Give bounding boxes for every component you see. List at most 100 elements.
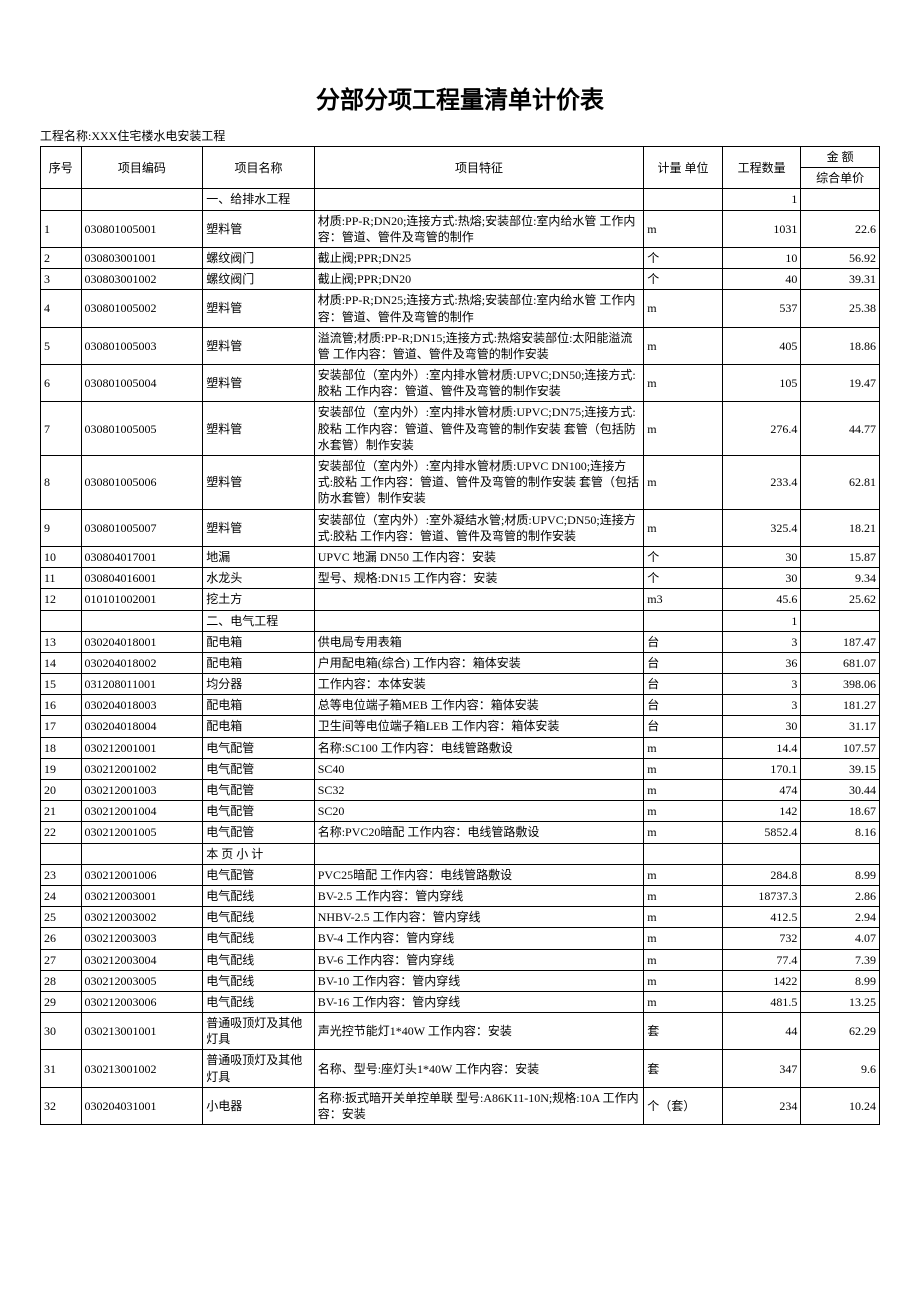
cell-code: 030801005002 xyxy=(81,290,203,327)
table-row: 1030801005001塑料管材质:PP-R;DN20;连接方式:热熔;安装部… xyxy=(41,210,880,247)
cell-unit: 个 xyxy=(644,568,723,589)
cell-seq: 10 xyxy=(41,546,82,567)
cell-seq: 18 xyxy=(41,737,82,758)
cell-qty: 233.4 xyxy=(722,456,801,510)
cell-code: 030212001004 xyxy=(81,801,203,822)
cell-price: 22.6 xyxy=(801,210,880,247)
cell-seq: 7 xyxy=(41,402,82,456)
cell-qty: 1422 xyxy=(722,970,801,991)
cell-feature: 名称:扳式暗开关单控单联 型号:A86K11-10N;规格:10A 工作内容：安… xyxy=(314,1087,644,1124)
cell-name: 电气配线 xyxy=(203,991,315,1012)
cell-unit: m xyxy=(644,801,723,822)
cell-name: 电气配管 xyxy=(203,737,315,758)
table-row: 31030213001002普通吸顶灯及其他灯具名称、型号:座灯头1*40W 工… xyxy=(41,1050,880,1087)
cell-price: 18.67 xyxy=(801,801,880,822)
cell-seq: 29 xyxy=(41,991,82,1012)
cell-name: 塑料管 xyxy=(203,290,315,327)
cell-unit: m xyxy=(644,864,723,885)
cell-price: 10.24 xyxy=(801,1087,880,1124)
cell-name: 电气配管 xyxy=(203,758,315,779)
table-row: 17030204018004配电箱卫生间等电位端子箱LEB 工作内容：箱体安装台… xyxy=(41,716,880,737)
cell-code: 030212003005 xyxy=(81,970,203,991)
cell-code: 030801005005 xyxy=(81,402,203,456)
cell-code: 030804016001 xyxy=(81,568,203,589)
cell-unit: 台 xyxy=(644,674,723,695)
cell-feature: 总等电位端子箱MEB 工作内容：箱体安装 xyxy=(314,695,644,716)
cell-seq: 4 xyxy=(41,290,82,327)
cell-feature: 安装部位（室内外）:室内排水管材质:UPVC;DN75;连接方式:胶粘 工作内容… xyxy=(314,402,644,456)
table-row: 27030212003004电气配线BV-6 工作内容：管内穿线m77.47.3… xyxy=(41,949,880,970)
cell-unit: m xyxy=(644,949,723,970)
section-row: 一、给排水工程 1 xyxy=(41,189,880,210)
cell-name: 塑料管 xyxy=(203,456,315,510)
cell-price: 62.81 xyxy=(801,456,880,510)
cell-seq: 31 xyxy=(41,1050,82,1087)
cell-unit: 个 xyxy=(644,269,723,290)
table-row: 11030804016001水龙头型号、规格:DN15 工作内容：安装个309.… xyxy=(41,568,880,589)
cell-unit: 个 xyxy=(644,546,723,567)
cell-seq: 6 xyxy=(41,365,82,402)
cell-unit: m xyxy=(644,290,723,327)
cell-qty: 77.4 xyxy=(722,949,801,970)
cell-unit: m xyxy=(644,970,723,991)
section-qty: 1 xyxy=(722,189,801,210)
section-label: 本 页 小 计 xyxy=(203,843,315,864)
cell-price: 4.07 xyxy=(801,928,880,949)
cell-seq: 11 xyxy=(41,568,82,589)
cell-feature: SC32 xyxy=(314,780,644,801)
cell-seq: 27 xyxy=(41,949,82,970)
cell-qty: 405 xyxy=(722,327,801,364)
cell-unit: 台 xyxy=(644,631,723,652)
cell-feature: SC20 xyxy=(314,801,644,822)
cell-name: 电气配线 xyxy=(203,970,315,991)
cell-unit: m xyxy=(644,991,723,1012)
cell-code: 030212001005 xyxy=(81,822,203,843)
cell-feature: 名称:SC100 工作内容：电线管路敷设 xyxy=(314,737,644,758)
cell-feature: 截止阀;PPR;DN20 xyxy=(314,269,644,290)
cell-feature: 型号、规格:DN15 工作内容：安装 xyxy=(314,568,644,589)
cell-qty: 412.5 xyxy=(722,907,801,928)
table-row: 23030212001006电气配管PVC25暗配 工作内容：电线管路敷设m28… xyxy=(41,864,880,885)
cell-price: 681.07 xyxy=(801,652,880,673)
cell-feature: 名称、型号:座灯头1*40W 工作内容：安装 xyxy=(314,1050,644,1087)
cell-name: 塑料管 xyxy=(203,509,315,546)
cell-price: 39.15 xyxy=(801,758,880,779)
cell-seq: 5 xyxy=(41,327,82,364)
table-row: 30030213001001普通吸顶灯及其他灯具声光控节能灯1*40W 工作内容… xyxy=(41,1013,880,1050)
cell-unit: m xyxy=(644,885,723,906)
cell-qty: 234 xyxy=(722,1087,801,1124)
cell-seq: 24 xyxy=(41,885,82,906)
cell-qty: 732 xyxy=(722,928,801,949)
cell-name: 地漏 xyxy=(203,546,315,567)
table-row: 26030212003003电气配线BV-4 工作内容：管内穿线m7324.07 xyxy=(41,928,880,949)
section-row: 本 页 小 计 xyxy=(41,843,880,864)
cell-unit: m xyxy=(644,456,723,510)
table-row: 25030212003002电气配线NHBV-2.5 工作内容：管内穿线m412… xyxy=(41,907,880,928)
cell-qty: 14.4 xyxy=(722,737,801,758)
cell-name: 水龙头 xyxy=(203,568,315,589)
cell-feature: 工作内容：本体安装 xyxy=(314,674,644,695)
table-row: 7030801005005塑料管安装部位（室内外）:室内排水管材质:UPVC;D… xyxy=(41,402,880,456)
cell-seq: 14 xyxy=(41,652,82,673)
cell-price: 2.94 xyxy=(801,907,880,928)
cell-seq: 13 xyxy=(41,631,82,652)
cell-name: 电气配管 xyxy=(203,864,315,885)
header-row-1: 序号 项目编码 项目名称 项目特征 计量 单位 工程数量 金 额 xyxy=(41,147,880,168)
cell-name: 挖土方 xyxy=(203,589,315,610)
cell-feature: 安装部位（室内外）:室内排水管材质:UPVC DN100;连接方式:胶粘 工作内… xyxy=(314,456,644,510)
cell-code: 030801005001 xyxy=(81,210,203,247)
cell-price: 9.6 xyxy=(801,1050,880,1087)
cell-price: 18.21 xyxy=(801,509,880,546)
cell-name: 塑料管 xyxy=(203,365,315,402)
cell-unit: 台 xyxy=(644,652,723,673)
cell-seq: 1 xyxy=(41,210,82,247)
cell-qty: 3 xyxy=(722,674,801,695)
section-label: 一、给排水工程 xyxy=(203,189,315,210)
cell-name: 电气配管 xyxy=(203,822,315,843)
cell-name: 配电箱 xyxy=(203,652,315,673)
cell-seq: 21 xyxy=(41,801,82,822)
cell-price: 107.57 xyxy=(801,737,880,758)
cell-feature: BV-16 工作内容：管内穿线 xyxy=(314,991,644,1012)
cell-price: 8.99 xyxy=(801,970,880,991)
cell-seq: 12 xyxy=(41,589,82,610)
